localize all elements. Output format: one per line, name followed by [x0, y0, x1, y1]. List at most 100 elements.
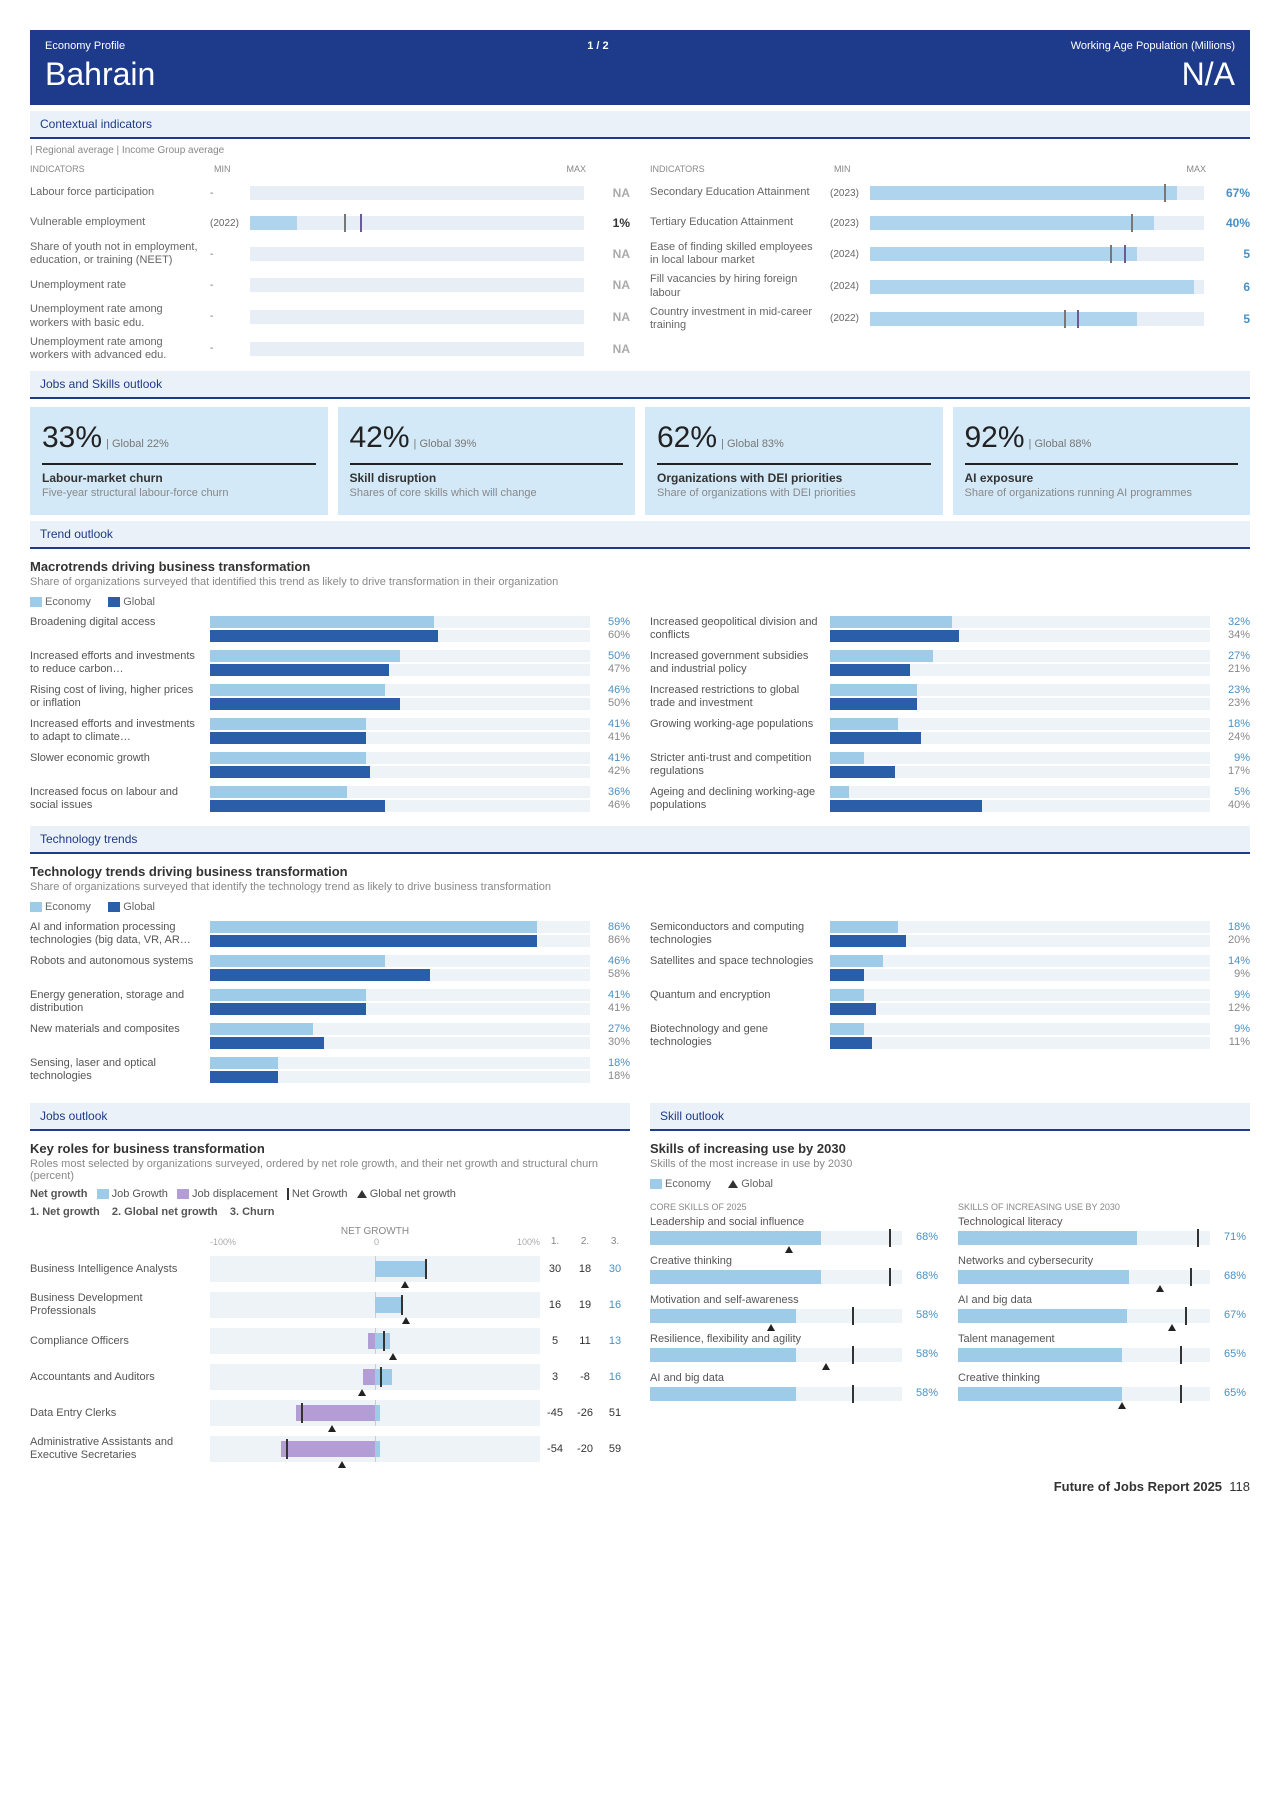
legend-economy-label: Economy	[45, 901, 91, 913]
tech-desc: Share of organizations surveyed that ide…	[30, 881, 1250, 893]
skill-label: Leadership and social influence	[650, 1216, 902, 1228]
page-indicator: 1 / 2	[587, 40, 608, 52]
dualbar-global-val: 58%	[590, 968, 630, 981]
dualbar-row: Energy generation, storage and distribut…	[30, 989, 630, 1019]
jobs-legend: Net growth Job Growth Job displacement N…	[30, 1188, 630, 1200]
dualbar-label: Increased government subsidies and indus…	[650, 650, 830, 676]
dualbar-label: Robots and autonomous systems	[30, 955, 210, 968]
skill-row: AI and big data 67%	[958, 1294, 1210, 1323]
skills-inc: Technological literacy 71% Networks and …	[958, 1216, 1210, 1401]
dualbar-econ-val: 23%	[1210, 684, 1250, 697]
dualbar-label: New materials and composites	[30, 1023, 210, 1036]
indicator-value: 6	[1210, 280, 1250, 294]
indicator-bar	[250, 342, 584, 356]
stat-global: | Global 22%	[106, 438, 169, 450]
stat-desc: Share of organizations running AI progra…	[965, 487, 1239, 499]
indicator-value: NA	[590, 342, 630, 356]
skills-core: Leadership and social influence 68% Crea…	[650, 1216, 902, 1401]
skill-title: Skills of increasing use by 2030	[650, 1141, 1250, 1156]
dualbar-global-val: 42%	[590, 765, 630, 778]
netgrowth-label: Accountants and Auditors	[30, 1371, 210, 1384]
netgrowth-global: 19	[570, 1299, 600, 1311]
page-header: Economy Profile 1 / 2 Working Age Popula…	[30, 30, 1250, 105]
netgrowth-chart	[210, 1256, 540, 1282]
indicator-bar	[250, 278, 584, 292]
dualbar-econ-val: 9%	[1210, 1023, 1250, 1036]
dualbar-econ-val: 18%	[1210, 718, 1250, 731]
skill-label: Technological literacy	[958, 1216, 1210, 1228]
netgrowth-net: -54	[540, 1443, 570, 1455]
dualbar-row: Quantum and encryption 9%12%	[650, 989, 1250, 1019]
skill-legend: Economy Global	[650, 1176, 1250, 1190]
skill-label: Talent management	[958, 1333, 1210, 1345]
dualbar-econ-val: 46%	[590, 684, 630, 697]
col2-label: 2. Global net growth	[112, 1206, 218, 1218]
dualbar-row: Biotechnology and gene technologies 9%11…	[650, 1023, 1250, 1053]
legend-disp-swatch	[177, 1189, 189, 1199]
footer-page: 118	[1229, 1479, 1250, 1494]
skill-bar: 68%	[958, 1270, 1210, 1284]
macro-legend: Economy Global	[30, 594, 1250, 608]
indicator-row: Share of youth not in employment, educat…	[30, 238, 630, 270]
dualbar-row: Rising cost of living, higher prices or …	[30, 684, 630, 714]
skill-value: 68%	[908, 1270, 938, 1282]
indicator-bar	[870, 312, 1204, 326]
indicator-year: -	[210, 311, 250, 322]
indicator-year: (2024)	[830, 281, 870, 292]
indicator-label: Ease of finding skilled employees in loc…	[650, 241, 830, 267]
header-label-right: Working Age Population (Millions)	[1071, 40, 1235, 52]
dualbar-row: Increased efforts and investments to red…	[30, 650, 630, 680]
dualbar-global-val: 18%	[590, 1070, 630, 1083]
legend-global-label: Global	[741, 1178, 773, 1190]
netgrowth-row: Administrative Assistants and Executive …	[30, 1431, 630, 1467]
dualbar-global-val: 9%	[1210, 968, 1250, 981]
netgrowth-rows: Business Intelligence Analysts 30 18 30 …	[30, 1251, 630, 1467]
indicator-label: Secondary Education Attainment	[650, 186, 830, 199]
dualbar-label: Satellites and space technologies	[650, 955, 830, 968]
dualbar-bars	[210, 786, 590, 814]
legend-global-label: Global	[123, 901, 155, 913]
stat-desc: Shares of core skills which will change	[350, 487, 624, 499]
stat-pct: 42%	[350, 421, 410, 454]
netgrowth-chart	[210, 1436, 540, 1462]
dualbar-global-val: 47%	[590, 663, 630, 676]
stat-box: 62%| Global 83% Organizations with DEI p…	[645, 407, 943, 515]
dualbar-row: Sensing, laser and optical technologies …	[30, 1057, 630, 1087]
indicator-label: Share of youth not in employment, educat…	[30, 241, 210, 267]
skill-label: AI and big data	[650, 1372, 902, 1384]
netgrowth-row: Data Entry Clerks -45 -26 51	[30, 1395, 630, 1431]
dualbar-row: Stricter anti-trust and competition regu…	[650, 752, 1250, 782]
legend-economy-swatch	[30, 597, 42, 607]
netgrowth-label: Business Intelligence Analysts	[30, 1263, 210, 1276]
dualbar-econ-val: 59%	[590, 616, 630, 629]
header-value: N/A	[1182, 56, 1235, 93]
dualbar-bars	[830, 989, 1210, 1017]
netgrowth-global: 18	[570, 1263, 600, 1275]
skill-value: 65%	[1216, 1348, 1246, 1360]
contextual-legend: | Regional average | Income Group averag…	[30, 139, 1250, 160]
axis-max: 100%	[517, 1237, 540, 1247]
indicator-year: (2024)	[830, 249, 870, 260]
indicator-year: (2023)	[830, 218, 870, 229]
indicator-row: Labour force participation - NA	[30, 178, 630, 208]
indicator-bar	[250, 247, 584, 261]
stat-global: | Global 83%	[721, 438, 784, 450]
stat-desc: Five-year structural labour-force churn	[42, 487, 316, 499]
macro-desc: Share of organizations surveyed that ide…	[30, 576, 1250, 588]
dualbar-bars	[210, 616, 590, 644]
dualbar-label: Stricter anti-trust and competition regu…	[650, 752, 830, 778]
dualbar-global-val: 60%	[590, 629, 630, 642]
indicator-label: Fill vacancies by hiring foreign labour	[650, 273, 830, 299]
dualbar-global-val: 20%	[1210, 934, 1250, 947]
indicator-value: 5	[1210, 312, 1250, 326]
legend-growth-swatch	[97, 1189, 109, 1199]
dualbar-bars	[210, 921, 590, 949]
netgrowth-net: 16	[540, 1299, 570, 1311]
netgrowth-churn: 51	[600, 1407, 630, 1419]
col3-label: 3. Churn	[230, 1206, 275, 1218]
dualbar-econ-val: 9%	[1210, 989, 1250, 1002]
tech-legend: Economy Global	[30, 899, 1250, 913]
indicator-row: Tertiary Education Attainment (2023) 40%	[650, 208, 1250, 238]
indicator-label: Labour force participation	[30, 186, 210, 199]
dualbar-label: Semiconductors and computing technologie…	[650, 921, 830, 947]
